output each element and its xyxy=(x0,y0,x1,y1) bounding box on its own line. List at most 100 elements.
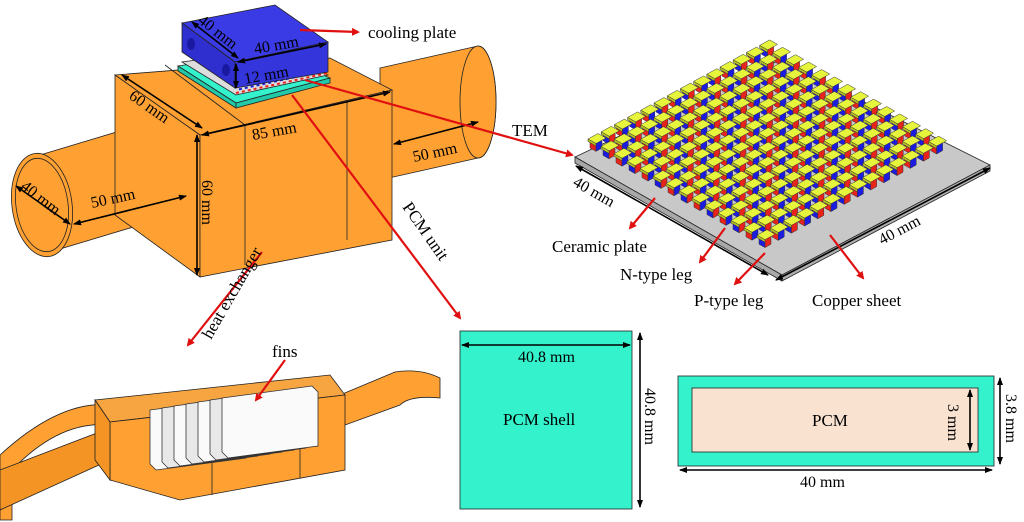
copper-sheet xyxy=(758,132,767,141)
copper-sheet xyxy=(666,153,675,162)
copper-sheet xyxy=(640,138,649,147)
copper-sheet xyxy=(772,66,781,75)
copper-sheet xyxy=(784,147,793,156)
fins-label: fins xyxy=(272,342,298,361)
pcm-shell-width-dim: 40.8 mm xyxy=(518,349,575,366)
copper-sheet xyxy=(692,153,701,162)
copper-sheet xyxy=(902,126,911,135)
copper-sheet xyxy=(784,88,794,97)
copper-sheet xyxy=(600,145,610,154)
copper-sheet xyxy=(810,132,820,141)
copper-sheet xyxy=(824,96,833,105)
copper-sheet xyxy=(772,52,781,61)
copper-sheet xyxy=(666,139,675,148)
fin xyxy=(221,385,319,459)
copper-sheet xyxy=(758,103,768,112)
copper-sheet xyxy=(823,154,832,163)
copper-sheet xyxy=(732,117,741,126)
copper-sheet xyxy=(850,96,859,105)
copper-sheet xyxy=(653,102,663,111)
copper-sheet xyxy=(824,81,833,90)
copper-sheet xyxy=(862,133,872,142)
copper-sheet xyxy=(614,124,623,133)
copper-sheet xyxy=(850,111,859,120)
copper-sheet xyxy=(876,111,885,120)
copper-sheet xyxy=(653,117,663,126)
copper-sheet xyxy=(915,133,924,142)
copper-sheet xyxy=(705,117,715,126)
copper-sheet xyxy=(745,81,755,90)
copper-sheet xyxy=(692,139,702,148)
copper-sheet xyxy=(849,125,859,134)
copper-sheet xyxy=(745,95,755,104)
copper-sheet xyxy=(732,103,741,112)
copper-sheet xyxy=(798,67,807,76)
copper-sheet xyxy=(600,131,610,140)
copper-sheet xyxy=(653,146,662,155)
coolant-port-icon xyxy=(187,38,195,50)
copper-sheet xyxy=(653,131,662,140)
ceramic-plate-label: Ceramic plate xyxy=(552,237,647,256)
copper-sheet xyxy=(718,124,728,133)
pcm-width-dim: 40 mm xyxy=(800,474,845,491)
copper-sheet xyxy=(666,124,676,133)
copper-sheet xyxy=(718,139,728,148)
copper-sheet xyxy=(692,124,702,133)
pcm-section-view: PCM 3 mm 3.8 mm 40 mm xyxy=(677,375,1019,491)
copper-sheet xyxy=(666,109,676,118)
copper-sheet xyxy=(587,138,597,147)
tem-module: 40 mm 40 mm Ceramic plate N-type leg P-t… xyxy=(552,39,991,310)
copper-sheet xyxy=(771,110,781,119)
copper-sheet xyxy=(771,139,780,148)
pcm-unit-label: PCM unit xyxy=(399,198,453,264)
copper-sheet xyxy=(837,89,846,98)
copper-sheet xyxy=(797,96,807,105)
tem-label: TEM xyxy=(512,121,548,140)
copper-sheet xyxy=(758,74,768,83)
copper-sheet xyxy=(640,109,650,118)
assembly-view: 40 mm 40 mm 12 mm 60 mm 85 mm 60 mm 40 m… xyxy=(11,4,574,347)
copper-sheet xyxy=(849,155,859,164)
copper-sheet xyxy=(836,133,846,142)
copper-sheet xyxy=(732,59,742,68)
copper-sheet xyxy=(640,124,649,133)
copper-sheet xyxy=(875,140,885,149)
copper-sheet xyxy=(823,125,833,134)
copper-sheet xyxy=(706,102,715,111)
cooling-plate-label: cooling plate xyxy=(368,23,456,42)
copper-sheet xyxy=(758,117,767,126)
copper-sheet xyxy=(770,154,780,163)
copper-sheet xyxy=(679,102,689,111)
copper-sheet xyxy=(759,59,768,68)
copper-sheet xyxy=(810,103,820,112)
copper-sheet xyxy=(627,116,636,125)
copper-sheet xyxy=(679,131,689,140)
copper-sheet xyxy=(823,140,833,149)
copper-sheet xyxy=(784,132,793,141)
copper-sheet xyxy=(706,73,716,82)
n-type-leg-label: N-type leg xyxy=(620,265,693,284)
box-height-dim: 60 mm xyxy=(198,180,215,225)
copper-sheet xyxy=(863,118,872,127)
copper-sheet xyxy=(757,147,767,156)
copper-sheet xyxy=(849,140,859,149)
copper-sheet xyxy=(797,125,807,134)
coolant-port-icon xyxy=(222,64,230,76)
copper-sheet xyxy=(784,118,794,127)
copper-sheet xyxy=(744,139,754,148)
copper-sheet xyxy=(719,81,729,90)
copper-sheet xyxy=(666,95,676,104)
copper-sheet xyxy=(876,126,885,135)
copper-sheet xyxy=(731,132,741,141)
copper-sheet xyxy=(693,95,702,104)
copper-sheet xyxy=(810,118,820,127)
copper-sheet xyxy=(693,80,702,89)
copper-sheet xyxy=(889,118,898,127)
copper-sheet xyxy=(902,140,911,149)
copper-sheet xyxy=(797,154,806,163)
copper-sheet xyxy=(680,88,689,97)
copper-sheet xyxy=(785,74,794,83)
copper-sheet xyxy=(836,118,846,127)
copper-sheet xyxy=(797,140,806,149)
